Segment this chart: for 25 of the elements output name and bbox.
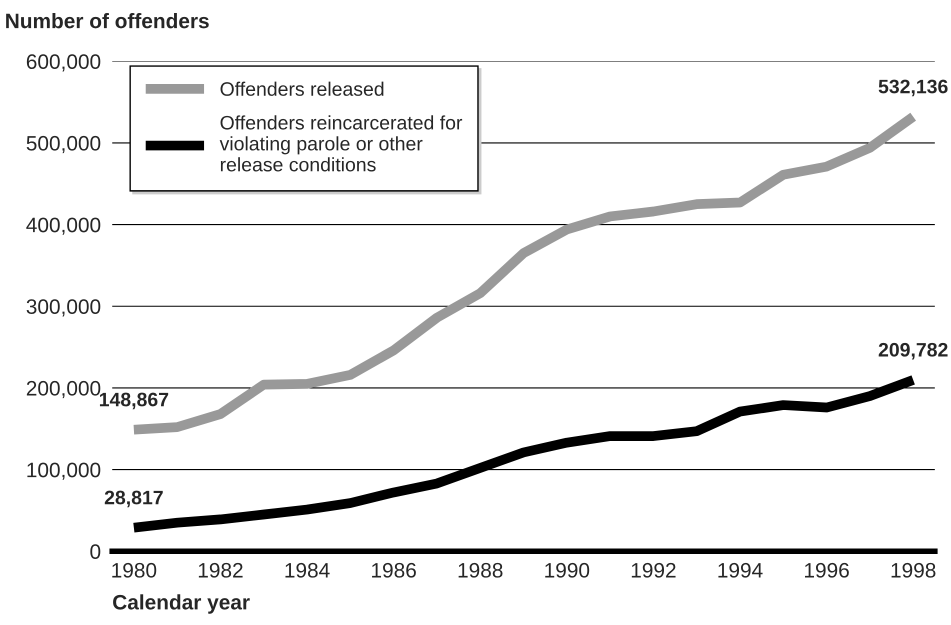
y-tick-label: 200,000: [26, 380, 100, 398]
y-tick-label: 600,000: [26, 54, 100, 72]
x-tick-label: 1996: [805, 562, 849, 578]
y-axis-title: Number of offenders: [6, 13, 209, 28]
x-tick-label: 1990: [545, 562, 590, 578]
data-label: 148,867: [100, 392, 168, 410]
legend-label: Offenders released: [220, 82, 384, 96]
x-tick-label: 1982: [198, 562, 243, 578]
y-tick-label: 400,000: [26, 218, 100, 235]
data-label: 532,136: [878, 80, 948, 96]
x-tick-label: 1992: [632, 562, 676, 578]
x-axis-title: Calendar year: [113, 594, 250, 614]
y-tick-label: 0: [90, 544, 100, 560]
y-tick-label: 100,000: [27, 462, 100, 480]
x-tick-label: 1994: [718, 562, 763, 578]
data-label: 209,782: [878, 342, 948, 360]
x-tick-label: 1986: [372, 562, 416, 578]
x-tick-label: 1980: [112, 562, 156, 578]
y-tick-label: 300,000: [26, 299, 100, 316]
x-tick-label: 1998: [892, 562, 936, 578]
x-tick-label: 1984: [285, 562, 330, 578]
legend-label: Offenders reincarcerated for violating parole or other release conditions: [220, 115, 462, 172]
x-tick-label: 1988: [458, 562, 502, 578]
y-tick-label: 500,000: [26, 136, 100, 154]
data-label: 28,817: [104, 490, 163, 508]
